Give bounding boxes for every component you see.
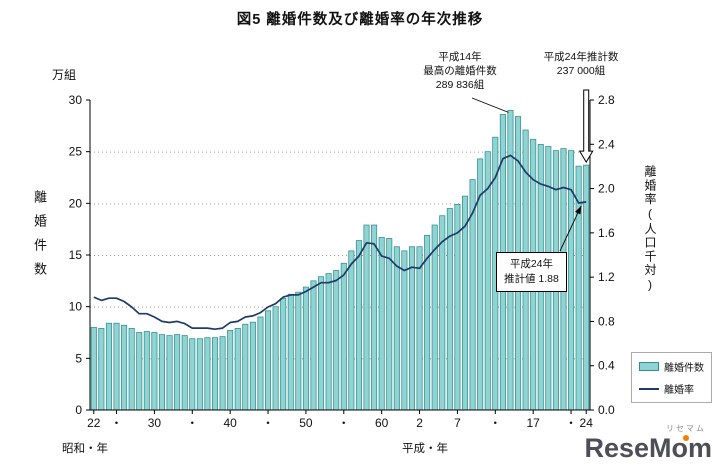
left-axis-title: 離婚件数 bbox=[32, 190, 47, 287]
line-swatch-icon bbox=[639, 387, 659, 390]
svg-text:30: 30 bbox=[148, 416, 162, 430]
svg-text:25: 25 bbox=[69, 145, 83, 159]
estimate-annotation: 平成24年推計数 237 000組 bbox=[525, 50, 637, 78]
svg-text:50: 50 bbox=[299, 416, 313, 430]
svg-text:2.0: 2.0 bbox=[598, 182, 615, 196]
logo-wordmark: ReseMom bbox=[584, 434, 712, 462]
legend-item-divorce-rate: 離婚率 bbox=[639, 381, 704, 396]
logo-orange-dot-icon bbox=[683, 435, 689, 441]
peak-annotation-line1: 平成14年 bbox=[438, 51, 482, 63]
svg-text:・: ・ bbox=[262, 416, 274, 430]
svg-text:1.2: 1.2 bbox=[598, 270, 615, 284]
svg-text:22: 22 bbox=[87, 416, 101, 430]
svg-text:0.8: 0.8 bbox=[598, 314, 615, 328]
svg-text:17: 17 bbox=[527, 416, 541, 430]
right-axis-title: 離婚率(人口千対) bbox=[643, 165, 657, 294]
svg-text:15: 15 bbox=[69, 248, 83, 262]
svg-text:・: ・ bbox=[489, 416, 501, 430]
svg-text:5: 5 bbox=[75, 351, 82, 365]
svg-text:2.4: 2.4 bbox=[598, 137, 615, 151]
svg-text:7: 7 bbox=[454, 416, 461, 430]
era-label-heisei: 平成・年 bbox=[402, 443, 448, 455]
estimate-annotation-line2: 237 000組 bbox=[556, 65, 606, 77]
rate-estimate-line1: 平成24年 bbox=[509, 258, 554, 270]
svg-text:0.4: 0.4 bbox=[598, 359, 615, 373]
legend-label-divorce-count: 離婚件数 bbox=[664, 363, 704, 374]
estimate-annotation-line1: 平成24年推計数 bbox=[543, 51, 619, 63]
svg-text:24: 24 bbox=[580, 416, 594, 430]
svg-text:20: 20 bbox=[69, 196, 83, 210]
site-logo: リセマム ReseMom bbox=[584, 423, 712, 462]
rate-estimate-line2: 推計値 1.88 bbox=[504, 273, 559, 285]
svg-text:0.0: 0.0 bbox=[598, 403, 615, 417]
bar-swatch-icon bbox=[639, 362, 659, 371]
svg-text:30: 30 bbox=[69, 93, 83, 107]
logo-kana-text: リセマム bbox=[666, 424, 706, 433]
left-axis-unit-label: 万組 bbox=[52, 68, 77, 82]
svg-text:・: ・ bbox=[186, 416, 198, 430]
peak-annotation-line2: 最高の離婚件数 bbox=[423, 65, 497, 77]
svg-text:1.6: 1.6 bbox=[598, 226, 615, 240]
peak-annotation: 平成14年 最高の離婚件数 289 836組 bbox=[405, 50, 515, 92]
legend-item-divorce-count: 離婚件数 bbox=[639, 359, 704, 374]
svg-text:・: ・ bbox=[111, 416, 123, 430]
svg-text:・: ・ bbox=[565, 416, 577, 430]
era-label-showa: 昭和・年 bbox=[62, 443, 108, 455]
legend: 離婚件数 離婚率 bbox=[631, 352, 712, 403]
svg-text:2.8: 2.8 bbox=[598, 93, 615, 107]
logo-text: ReseMom bbox=[584, 433, 712, 463]
svg-text:・: ・ bbox=[338, 416, 350, 430]
svg-text:60: 60 bbox=[375, 416, 389, 430]
svg-text:40: 40 bbox=[223, 416, 237, 430]
legend-label-divorce-rate: 離婚率 bbox=[664, 385, 694, 396]
svg-text:0: 0 bbox=[75, 403, 82, 417]
peak-annotation-line3: 289 836組 bbox=[435, 79, 485, 91]
svg-text:10: 10 bbox=[69, 300, 83, 314]
page-title: 図5 離婚件数及び離婚率の年次推移 bbox=[236, 12, 484, 28]
svg-text:2: 2 bbox=[416, 416, 423, 430]
rate-estimate-box: 平成24年 推計値 1.88 bbox=[496, 252, 567, 292]
